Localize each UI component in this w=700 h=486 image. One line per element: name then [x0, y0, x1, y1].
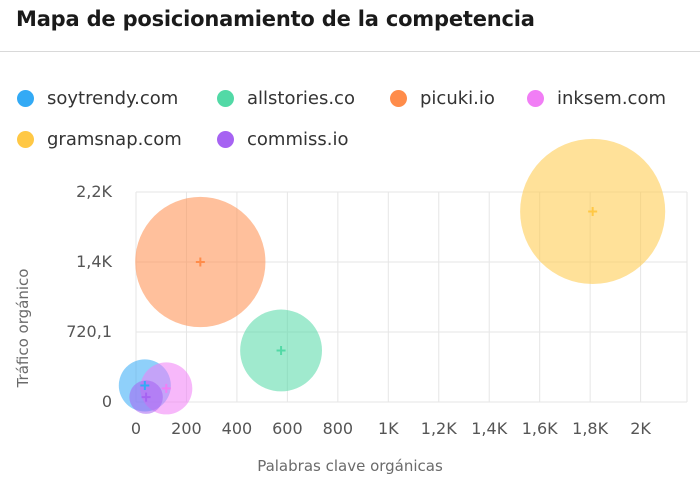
legend-label-allstories: allstories.co	[247, 88, 355, 109]
legend-dot-picuki	[390, 90, 407, 107]
x-tick-label: 400	[222, 419, 253, 438]
x-axis-ticks: 0 200 400 600 800 1K 1,2K 1,4K 1,6K 1,8K 2K	[131, 419, 652, 438]
legend-dot-inksem	[527, 90, 544, 107]
center-marker-inksem	[161, 383, 171, 393]
legend-item-inksem[interactable]: inksem.com	[527, 88, 666, 109]
x-tick-label: 800	[323, 419, 354, 438]
legend-dot-allstories	[217, 90, 234, 107]
y-tick-label: 2,2K	[76, 182, 112, 201]
bubble-allstories	[240, 309, 322, 392]
y-axis-label: Tráfico orgánico	[14, 269, 32, 389]
legend-label-gramsnap: gramsnap.com	[47, 129, 182, 150]
title-divider	[0, 51, 700, 52]
x-axis-label: Palabras clave orgánicas	[257, 457, 443, 475]
center-marker-allstories	[276, 345, 286, 355]
x-tick-label: 1,2K	[421, 419, 457, 438]
bubble-picuki	[135, 196, 266, 328]
x-tick-label: 1,6K	[522, 419, 558, 438]
legend-item-picuki[interactable]: picuki.io	[390, 88, 495, 109]
center-marker-gramsnap	[588, 206, 598, 216]
x-tick-label: 200	[171, 419, 202, 438]
bubbles	[118, 138, 666, 415]
y-tick-label: 1,4K	[76, 252, 112, 271]
y-tick-label: 0	[102, 392, 112, 411]
x-tick-label: 0	[131, 419, 141, 438]
bubble-commiss	[129, 380, 163, 414]
legend-item-allstories[interactable]: allstories.co	[217, 88, 355, 109]
legend-label-soytrendy: soytrendy.com	[47, 88, 179, 109]
center-marker-picuki	[195, 257, 205, 267]
center-marker-commiss	[141, 392, 151, 402]
center-marker-soytrendy	[140, 380, 150, 390]
legend-dot-soytrendy	[17, 90, 34, 107]
y-axis-ticks: 0 720,1 1,4K 2,2K	[66, 182, 112, 411]
x-tick-label: 600	[272, 419, 303, 438]
legend-item-soytrendy[interactable]: soytrendy.com	[17, 88, 178, 109]
legend-label-inksem: inksem.com	[557, 88, 666, 109]
legend-dot-commiss	[217, 131, 234, 148]
bubble-gramsnap	[520, 138, 666, 284]
x-tick-label: 1,8K	[572, 419, 608, 438]
legend-label-commiss: commiss.io	[247, 129, 349, 150]
legend-dot-gramsnap	[17, 131, 34, 148]
y-tick-label: 720,1	[66, 322, 112, 341]
legend-item-commiss[interactable]: commiss.io	[217, 129, 348, 150]
x-tick-label: 2K	[630, 419, 651, 438]
center-markers	[140, 206, 598, 402]
legend-label-picuki: picuki.io	[420, 88, 495, 109]
bubble-inksem	[140, 362, 193, 415]
x-tick-label: 1K	[378, 419, 399, 438]
grid-lines	[135, 191, 688, 403]
x-tick-label: 1,4K	[471, 419, 507, 438]
chart-title: Mapa de posicionamiento de la competenci…	[16, 7, 535, 31]
legend-item-gramsnap[interactable]: gramsnap.com	[17, 129, 182, 150]
bubble-soytrendy	[118, 359, 171, 412]
